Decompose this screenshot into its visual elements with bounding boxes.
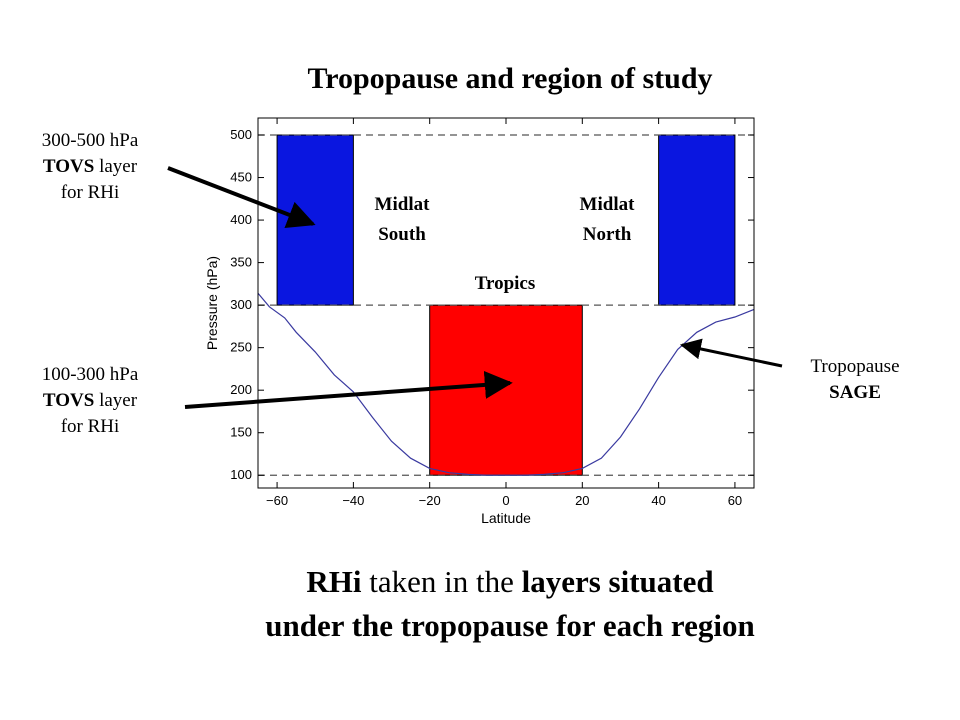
region-midlat-north (658, 134, 736, 306)
y-tick-label: 100 (230, 467, 252, 482)
region-label-midlat-south-2: South (378, 224, 426, 245)
caption-line2: under the tropopause for each region (265, 608, 755, 643)
series-line-tropopause (257, 292, 755, 476)
y-tick-label: 150 (230, 425, 252, 440)
caption-layers: layers situated (521, 564, 714, 599)
callout-lower-tovs: TOVS (42, 390, 95, 411)
arrow-lower-layer (184, 370, 513, 409)
region-label-midlat-north-2: North (583, 224, 632, 245)
y-axis-label: Pressure (hPa) (204, 256, 220, 350)
region-midlat-south (276, 134, 354, 306)
callout-lower-layer-word: layer (94, 390, 138, 411)
caption-taken: taken in the (361, 564, 522, 599)
y-tick-label: 500 (230, 127, 252, 142)
y-tick-label: 200 (230, 382, 252, 397)
caption: RHi taken in the layers situated under t… (120, 560, 900, 648)
region-label-midlat-north-1: Midlat (580, 194, 636, 215)
callout-upper-line3: for RHi (60, 182, 120, 203)
callout-upper-line1: 300-500 hPa (41, 130, 139, 151)
y-tick-label: 400 (230, 212, 252, 227)
y-tick-label: 350 (230, 255, 252, 270)
callout-lower-layer: 100-300 hPa TOVS layer for RHi (20, 362, 160, 440)
x-tick-label: 20 (575, 493, 589, 508)
x-tick-label: 40 (651, 493, 665, 508)
callout-tropopause: Tropopause SAGE (780, 354, 930, 406)
plot-area: −60 −40 −20 0 20 40 60 100 150 200 250 300 350 400 450… (204, 117, 755, 526)
callout-upper-layer-word: layer (94, 156, 138, 177)
callout-tropopause-sage: SAGE (829, 382, 881, 403)
x-axis-label: Latitude (481, 510, 531, 526)
arrow-tropopause (679, 338, 783, 368)
page-title: Tropopause and region of study (307, 62, 713, 95)
y-tick-label: 300 (230, 297, 252, 312)
arrow-upper-layer (167, 166, 316, 228)
x-tick-label: −20 (419, 493, 441, 508)
callout-tropopause-line1: Tropopause (810, 356, 900, 377)
callout-upper-layer: 300-500 hPa TOVS layer for RHi (20, 128, 160, 206)
x-tick-label: −40 (342, 493, 364, 508)
x-tick-label: 60 (728, 493, 742, 508)
region-label-tropics: Tropics (475, 273, 536, 294)
y-tick-label: 450 (230, 170, 252, 185)
callout-upper-tovs: TOVS (42, 156, 95, 177)
caption-rhi: RHi (306, 564, 362, 599)
region-tropics (429, 304, 583, 476)
callout-lower-line3: for RHi (60, 416, 120, 437)
x-tick-label: −60 (266, 493, 288, 508)
x-tick-label: 0 (502, 493, 509, 508)
y-tick-label: 250 (230, 340, 252, 355)
callout-lower-line1: 100-300 hPa (41, 364, 139, 385)
region-label-midlat-south-1: Midlat (375, 194, 431, 215)
